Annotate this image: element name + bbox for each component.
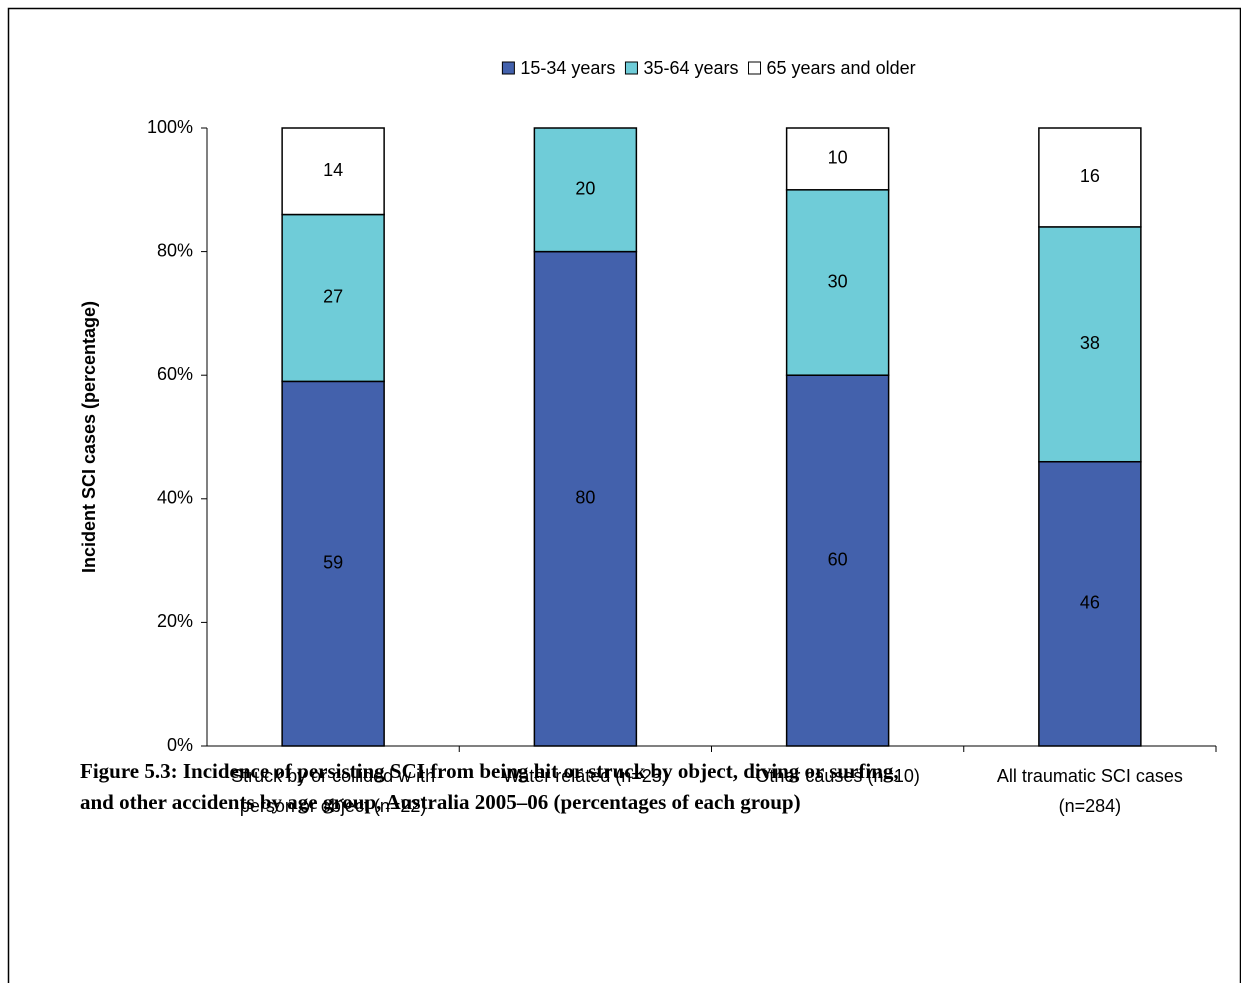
data-label: 10 bbox=[828, 148, 848, 168]
x-tick-label: Other causes (n=10) bbox=[755, 766, 920, 786]
data-label: 38 bbox=[1080, 333, 1100, 353]
bar-segment bbox=[533, 127, 638, 253]
legend-label: 65 years and older bbox=[767, 58, 916, 78]
legend-label: 35-64 years bbox=[643, 58, 738, 78]
x-tick-label: Struck by or collided w ith bbox=[231, 766, 435, 786]
y-tick-label: 60% bbox=[157, 364, 193, 384]
y-axis-title: Incident SCI cases (percentage) bbox=[79, 301, 99, 573]
data-label: 59 bbox=[323, 552, 343, 572]
x-tick-label: All traumatic SCI cases bbox=[997, 766, 1183, 786]
data-label: 14 bbox=[323, 160, 343, 180]
data-label: 27 bbox=[323, 287, 343, 307]
data-label: 80 bbox=[575, 488, 595, 508]
y-tick-label: 20% bbox=[157, 611, 193, 631]
x-tick-label: person or object (n=22) bbox=[240, 796, 427, 816]
y-tick-label: 40% bbox=[157, 488, 193, 508]
x-tick-label: (n=284) bbox=[1059, 796, 1122, 816]
caption-line: Figure 5.3: Incidence of persisting SCI … bbox=[80, 759, 899, 783]
legend-label: 15-34 years bbox=[520, 58, 615, 78]
legend-swatch bbox=[624, 61, 638, 75]
x-tick-label: Water related (n=25) bbox=[503, 766, 668, 786]
bar-segment bbox=[281, 213, 385, 383]
data-label: 46 bbox=[1080, 593, 1100, 613]
legend-swatch bbox=[501, 61, 515, 75]
legend-swatch bbox=[748, 61, 762, 75]
y-tick-label: 100% bbox=[147, 117, 193, 137]
data-label: 16 bbox=[1080, 166, 1100, 186]
bar-segment bbox=[1038, 226, 1142, 463]
caption-line: and other accidents by age group, Austra… bbox=[80, 790, 801, 814]
data-label: 30 bbox=[828, 271, 848, 291]
bar-segment bbox=[281, 127, 385, 216]
bar-segment bbox=[1038, 127, 1142, 228]
data-label: 20 bbox=[575, 179, 595, 199]
bar-segment bbox=[785, 189, 890, 376]
y-tick-label: 80% bbox=[157, 240, 193, 260]
bar-segment bbox=[785, 127, 890, 191]
y-tick-label: 0% bbox=[167, 735, 193, 755]
data-label: 60 bbox=[828, 549, 848, 569]
bar-segment bbox=[1038, 460, 1142, 747]
bar-segment bbox=[533, 250, 638, 747]
